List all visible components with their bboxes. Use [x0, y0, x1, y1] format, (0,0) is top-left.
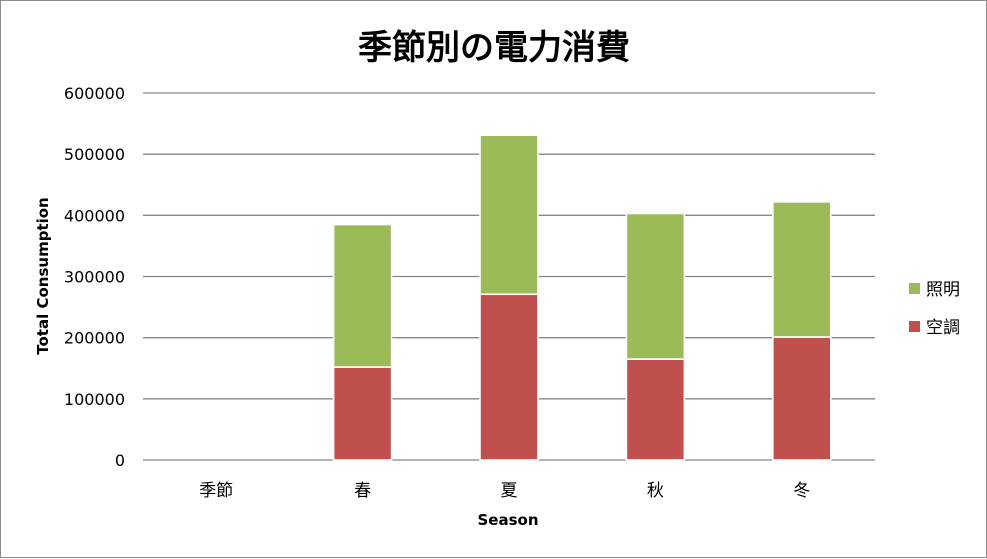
y-tick-label: 300000 — [64, 268, 125, 287]
bar-lighting — [771, 201, 832, 338]
legend-label: 空調 — [926, 318, 960, 338]
y-tick-label: 600000 — [64, 84, 125, 103]
legend-swatch — [909, 283, 920, 294]
x-tick-label: 季節 — [199, 481, 233, 501]
bar-lighting — [332, 223, 393, 368]
x-axis-title: Season — [477, 511, 538, 529]
x-tick-label: 夏 — [501, 481, 518, 501]
x-tick-label: 秋 — [647, 481, 664, 501]
bar-lighting — [625, 212, 686, 360]
legend-swatch — [909, 321, 920, 332]
y-tick-label: 500000 — [64, 145, 125, 164]
y-tick-label: 400000 — [64, 206, 125, 225]
bar-aircon — [479, 293, 539, 461]
bar-aircon — [771, 336, 832, 461]
y-axis-title: Total Consumption — [34, 197, 52, 354]
y-tick-label: 100000 — [64, 390, 125, 409]
y-axis-tick-labels: 0 100000 200000 300000 400000 500000 600000 — [64, 84, 125, 470]
y-tick-label: 0 — [115, 451, 125, 470]
x-tick-label: 春 — [354, 481, 371, 501]
bar-series — [332, 134, 832, 461]
bar-aircon — [332, 366, 393, 461]
x-axis-tick-labels: 季節 春 夏 秋 冬 — [199, 481, 810, 501]
y-tick-label: 200000 — [64, 329, 125, 348]
legend-label: 照明 — [926, 280, 960, 300]
chart-title: 季節別の電力消費 — [358, 28, 630, 68]
x-tick-label: 冬 — [793, 481, 810, 501]
bar-aircon — [625, 358, 686, 461]
bar-lighting — [479, 134, 539, 296]
